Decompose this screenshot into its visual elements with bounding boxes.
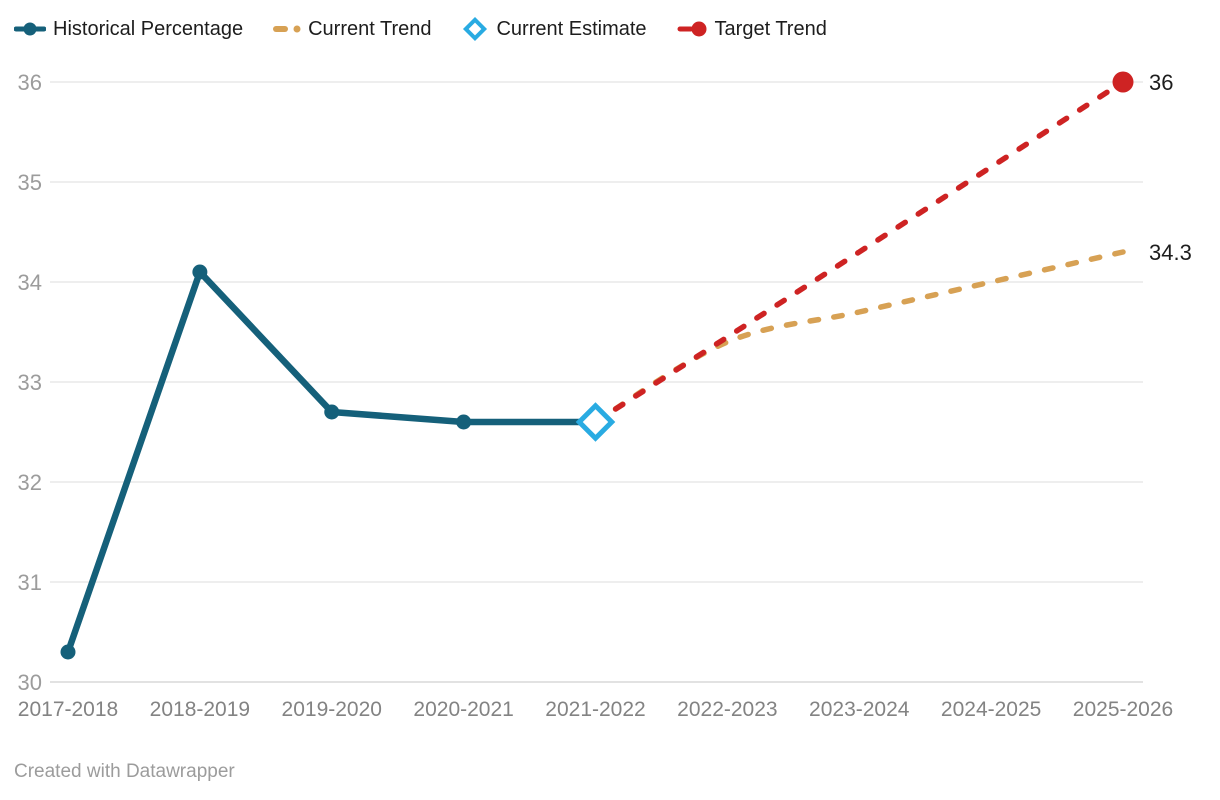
data-point-historical-percentage (456, 414, 472, 430)
y-tick-label: 34 (18, 270, 42, 295)
end-label-current-trend: 34.3 (1149, 240, 1192, 265)
series-line-historical-percentage (64, 268, 599, 656)
y-tick-label: 36 (18, 70, 42, 95)
x-tick-label: 2025-2026 (1073, 698, 1173, 721)
legend-item-historical-percentage: Historical Percentage (14, 19, 243, 39)
y-tick-label: 30 (18, 670, 42, 695)
datawrapper-credit-link[interactable]: Created with Datawrapper (14, 761, 235, 782)
x-tick-label: 2019-2020 (282, 698, 382, 721)
y-tick-label: 32 (18, 470, 42, 495)
legend-label: Target Trend (714, 18, 827, 40)
x-tick-label: 2020-2021 (413, 698, 513, 721)
data-point-current-estimate (575, 402, 616, 442)
x-tick-label: 2024-2025 (941, 698, 1041, 721)
legend-item-target-trend: Target Trend (677, 19, 827, 39)
legend-label: Historical Percentage (53, 18, 244, 40)
legend-label: Current Estimate (496, 18, 647, 40)
diamond-icon (461, 15, 489, 43)
x-tick-label: 2022-2023 (677, 698, 777, 721)
x-tick-label: 2021-2022 (545, 698, 645, 721)
x-tick-label: 2023-2024 (809, 698, 910, 721)
legend-item-current-estimate: Current Estimate (461, 15, 647, 43)
data-point-historical-percentage (60, 644, 76, 660)
x-tick-label: 2018-2019 (150, 698, 250, 721)
series-line-current-trend (592, 249, 1126, 425)
legend-item-current-trend: Current Trend (273, 19, 431, 39)
line-dot-icon (14, 22, 46, 36)
legend: Historical Percentage Current Trend Curr… (14, 15, 827, 43)
footer: Created with Datawrapper (14, 761, 235, 783)
line-dot-filled-icon (677, 21, 708, 37)
end-label-target-trend: 36 (1149, 70, 1173, 95)
series-line-target-trend (592, 79, 1126, 425)
data-point-historical-percentage (192, 264, 208, 280)
end-point-target-trend (1112, 71, 1134, 93)
y-tick-label: 33 (18, 370, 42, 395)
dashed-line-icon (273, 24, 301, 34)
legend-label: Current Trend (308, 18, 432, 40)
data-point-historical-percentage (324, 404, 340, 420)
x-tick-label: 2017-2018 (18, 698, 118, 721)
y-tick-label: 31 (18, 570, 42, 595)
y-tick-label: 35 (18, 170, 42, 195)
